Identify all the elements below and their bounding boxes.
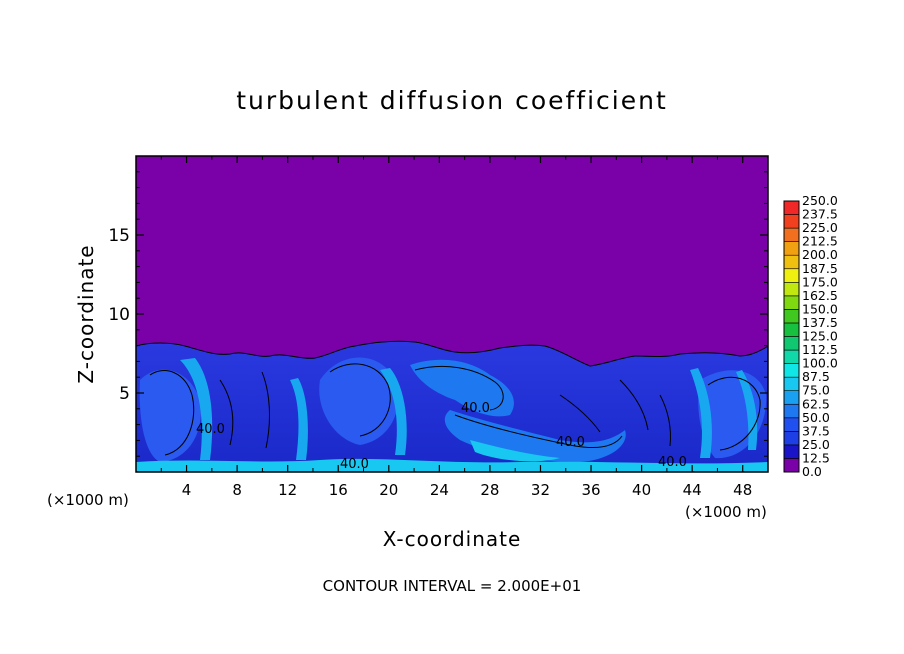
contour-label-group: 40.0 40.0 40.0 40.0 40.0	[196, 401, 687, 472]
y-axis-label: Z-coordinate	[74, 244, 98, 384]
field-region	[470, 440, 560, 462]
colorbar-label: 125.0	[802, 329, 838, 344]
colorbar-label: 12.5	[802, 450, 830, 465]
colorbar-swatch	[783, 295, 800, 310]
colorbar-label: 87.5	[802, 369, 830, 384]
colorbar-label: 150.0	[802, 301, 838, 316]
colorbar-swatch	[783, 458, 800, 473]
colorbar-label: 187.5	[802, 261, 838, 276]
x-tick-label: 44	[683, 481, 702, 499]
chart-title: turbulent diffusion coefficient	[236, 86, 668, 115]
field-region	[180, 358, 213, 460]
colorbar-label: 37.5	[802, 423, 830, 438]
z-unit-label: (×1000 m)	[47, 491, 129, 509]
contour-interval: CONTOUR INTERVAL = 2.000E+01	[322, 577, 582, 595]
colorbar-swatch	[783, 254, 800, 270]
field-region	[380, 368, 407, 455]
x-tick-label: 12	[278, 481, 297, 499]
contour-lines	[149, 363, 761, 456]
colorbar-label: 250.0	[802, 193, 838, 208]
x-tick-label: 32	[531, 481, 550, 499]
colorbar-label: 100.0	[802, 356, 838, 371]
colorbar-swatch	[783, 390, 800, 405]
colorbar-swatch	[783, 349, 800, 364]
field-region	[139, 369, 201, 462]
field-region	[319, 357, 399, 445]
colorbar-swatch	[783, 309, 800, 324]
colorbar-swatch	[783, 376, 800, 391]
colorbar-label: 200.0	[802, 247, 838, 262]
colorbar-swatch	[783, 444, 800, 459]
colorbar-label: 162.5	[802, 288, 838, 303]
contour-label: 40.0	[658, 455, 687, 470]
colorbar-swatch	[783, 322, 800, 337]
colorbar-swatch	[783, 241, 800, 256]
plot-field	[136, 156, 768, 472]
colorbar-label: 62.5	[802, 396, 830, 411]
colorbar-label: 50.0	[802, 410, 830, 425]
y-tick-label: 15	[108, 226, 130, 246]
x-tick-label: 28	[480, 481, 499, 499]
contour-label: 40.0	[340, 457, 369, 472]
colorbar-label: 112.5	[802, 342, 838, 357]
field-region	[136, 458, 768, 472]
contour-label: 40.0	[556, 435, 585, 450]
contour-label: 40.0	[461, 401, 490, 416]
x-ticks: 4 8 12 16 20 24 28 32 36 40 44 48	[160, 156, 752, 499]
colorbar: 0.012.525.037.550.062.575.087.5100.0112.…	[783, 193, 838, 479]
x-tick-label: 4	[182, 481, 192, 499]
x-tick-label: 36	[581, 481, 600, 499]
field-region	[690, 368, 712, 458]
colorbar-label: 175.0	[802, 274, 838, 289]
field-region	[410, 359, 514, 417]
colorbar-swatch	[783, 200, 800, 215]
colorbar-swatch	[783, 417, 800, 432]
colorbar-label: 25.0	[802, 437, 830, 452]
colorbar-label: 212.5	[802, 234, 838, 249]
x-axis-label: X-coordinate	[382, 527, 522, 551]
x-tick-label: 48	[733, 481, 752, 499]
colorbar-swatch	[783, 281, 800, 297]
colorbar-label: 237.5	[802, 207, 838, 222]
colorbar-label: 137.5	[802, 315, 838, 330]
y-ticks: 5 10 15	[108, 171, 768, 457]
x-tick-label: 8	[232, 481, 242, 499]
x-tick-label: 40	[632, 481, 651, 499]
x-tick-label: 16	[329, 481, 348, 499]
colorbar-label: 225.0	[802, 220, 838, 235]
x-tick-label: 20	[379, 481, 398, 499]
x-unit-label: (×1000 m)	[685, 503, 767, 521]
x-tick-label: 24	[430, 481, 449, 499]
colorbar-frame	[783, 200, 800, 473]
colorbar-swatch	[783, 214, 800, 229]
contour-label: 40.0	[196, 422, 225, 437]
colorbar-label: 75.0	[802, 383, 830, 398]
colorbar-label: 0.0	[802, 464, 822, 479]
colorbar-swatch	[783, 403, 800, 419]
y-tick-label: 5	[119, 384, 130, 404]
colorbar-swatch	[783, 268, 800, 283]
colorbar-swatch	[783, 363, 800, 378]
colorbar-swatch	[783, 336, 800, 351]
field-region	[290, 378, 308, 460]
colorbar-swatch	[783, 431, 800, 446]
colorbar-swatch	[783, 227, 800, 242]
y-tick-label: 10	[108, 305, 130, 325]
